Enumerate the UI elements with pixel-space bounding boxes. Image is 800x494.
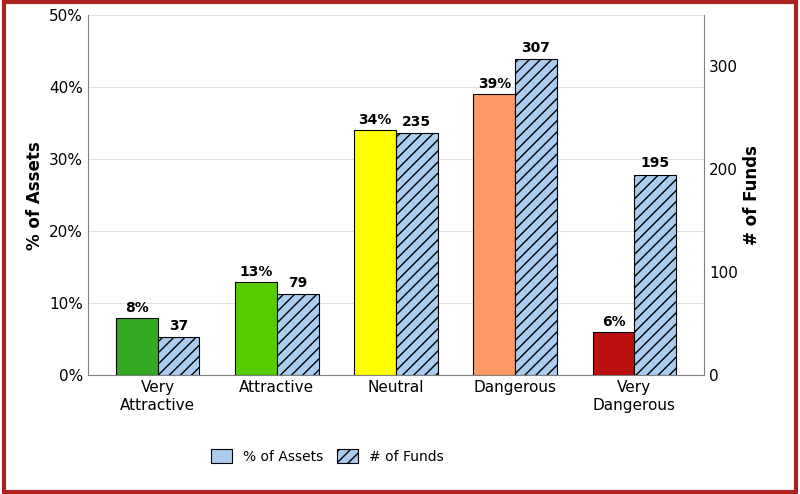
Bar — [474, 94, 515, 375]
Bar — [634, 174, 676, 375]
Bar — [515, 59, 557, 375]
Text: 39%: 39% — [478, 77, 511, 91]
Y-axis label: % of Assets: % of Assets — [26, 141, 43, 249]
Bar — [235, 282, 277, 375]
Bar — [354, 130, 396, 375]
Text: 13%: 13% — [239, 265, 273, 279]
Y-axis label: # of Funds: # of Funds — [743, 145, 762, 245]
Bar — [396, 133, 438, 375]
Bar — [593, 332, 634, 375]
Text: 37: 37 — [169, 319, 188, 333]
Bar — [116, 318, 158, 375]
Text: 34%: 34% — [358, 113, 392, 127]
Text: 8%: 8% — [125, 301, 149, 315]
Text: 79: 79 — [288, 276, 307, 290]
Bar — [158, 337, 199, 375]
Text: 195: 195 — [641, 157, 670, 170]
Text: 235: 235 — [402, 115, 431, 129]
Text: 307: 307 — [522, 41, 550, 55]
Bar — [277, 294, 318, 375]
Text: 6%: 6% — [602, 315, 626, 329]
Legend: % of Assets, # of Funds: % of Assets, # of Funds — [206, 444, 450, 469]
